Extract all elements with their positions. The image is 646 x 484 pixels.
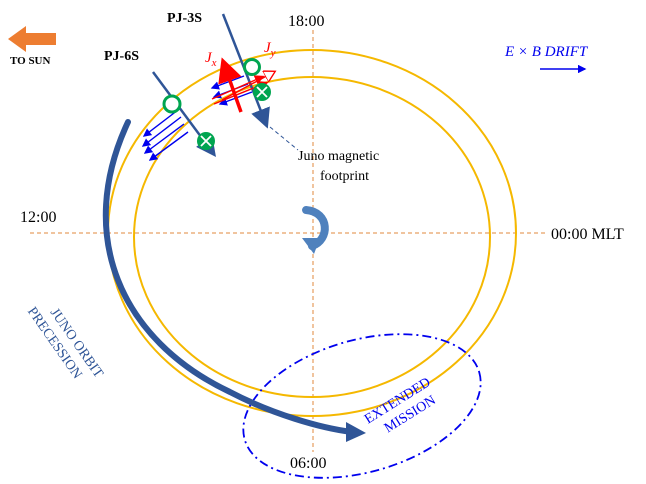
extended-mission-region <box>242 333 482 479</box>
orbit-precession-arc <box>102 119 355 435</box>
left-arrow-icon <box>8 26 56 52</box>
jx-label: Jx <box>205 50 217 69</box>
footprint-pointer <box>269 126 299 151</box>
time-label-18: 18:00 <box>288 13 324 30</box>
jx-current-arrow <box>218 57 243 113</box>
pj3s-label: PJ-3S <box>167 11 202 26</box>
circle-icon <box>162 94 182 114</box>
circled-x-icon <box>253 83 271 101</box>
footprint-label: Juno magnetic footprint <box>298 149 383 184</box>
pj6s-drift-arrows <box>141 109 189 161</box>
extended-mission-label: EXTENDED MISSION <box>362 373 446 442</box>
time-label-00: 00:00 MLT <box>551 226 624 243</box>
pj6s-label: PJ-6S <box>104 49 139 64</box>
jy-current-arrow <box>221 72 274 101</box>
precession-arrowhead <box>346 422 366 442</box>
precession-label: JUNO ORBIT PRECESSION <box>24 294 108 394</box>
inner-auroral-oval <box>133 76 491 398</box>
time-label-12: 12:00 <box>20 209 56 226</box>
circle-icon <box>243 58 261 76</box>
curved-rotation-arrow-icon <box>302 206 329 254</box>
time-label-06: 06:00 <box>290 455 326 472</box>
to-sun-label: TO SUN <box>10 55 51 67</box>
circled-x-icon <box>197 132 215 150</box>
drift-label: E × B DRIFT <box>504 44 589 60</box>
jy-label: Jy <box>264 40 276 59</box>
